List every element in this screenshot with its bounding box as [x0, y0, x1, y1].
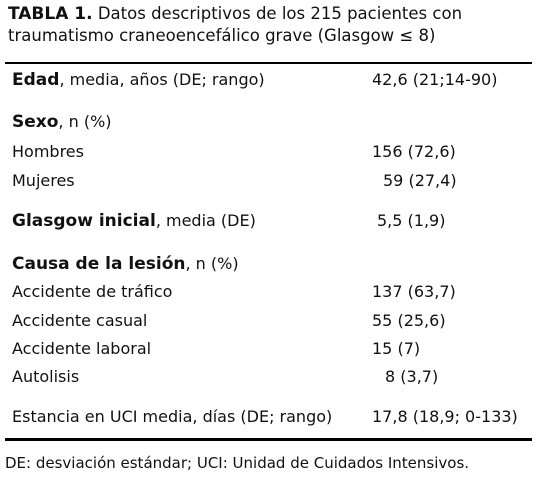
row-label-bold: Sexo [12, 112, 59, 132]
row-label: Accidente de tráfico [12, 282, 172, 302]
row-label-bold: Edad [12, 70, 60, 90]
row-value: 137 (63,7) [372, 282, 456, 301]
row-value: 59 (27,4) [383, 171, 457, 190]
row-value: 8 (3,7) [385, 367, 439, 386]
row-value: 15 (7) [372, 339, 421, 358]
top-rule [5, 62, 532, 64]
row-label-text: Autolisis [12, 367, 80, 386]
footnote: DE: desviación estándar; UCI: Unidad de … [5, 454, 470, 472]
row-label-text: , media (DE) [155, 211, 256, 230]
row-label: Accidente casual [12, 311, 147, 331]
row-label-text: , n (%) [185, 254, 239, 273]
title-label: TABLA 1. [8, 4, 93, 24]
row-label: Causa de la lesión, n (%) [12, 254, 239, 274]
row-value: 5,5 (1,9) [377, 211, 446, 230]
row-value: 156 (72,6) [372, 142, 456, 161]
row-value: 42,6 (21;14-90) [372, 70, 498, 89]
row-label-text: Hombres [12, 142, 84, 161]
row-label: Mujeres [12, 171, 75, 191]
row-label: Glasgow inicial, media (DE) [12, 211, 256, 231]
row-label: Autolisis [12, 367, 79, 387]
title-text: Datos descriptivos de los 215 pacientes … [8, 4, 463, 45]
row-label: Edad, media, años (DE; rango) [12, 70, 265, 90]
row-label-text: Estancia en UCI media, días (DE; rango) [12, 407, 333, 426]
row-label-text: , media, años (DE; rango) [59, 70, 265, 89]
row-value: 55 (25,6) [372, 311, 446, 330]
bottom-rule [5, 438, 532, 441]
row-label: Estancia en UCI media, días (DE; rango) [12, 407, 332, 427]
row-label-text: , n (%) [58, 112, 112, 131]
row-label-bold: Glasgow inicial [12, 211, 156, 231]
row-label-text: Accidente laboral [12, 339, 152, 358]
row-label-text: Accidente casual [12, 311, 148, 330]
row-label: Accidente laboral [12, 339, 151, 359]
table-title: TABLA 1. Datos descriptivos de los 215 p… [8, 3, 478, 47]
row-label: Sexo, n (%) [12, 112, 112, 132]
row-label: Hombres [12, 142, 84, 162]
row-value: 17,8 (18,9; 0-133) [372, 407, 518, 426]
row-label-text: Accidente de tráfico [12, 282, 173, 301]
row-label-bold: Causa de la lesión [12, 254, 186, 274]
row-label-text: Mujeres [12, 171, 75, 190]
